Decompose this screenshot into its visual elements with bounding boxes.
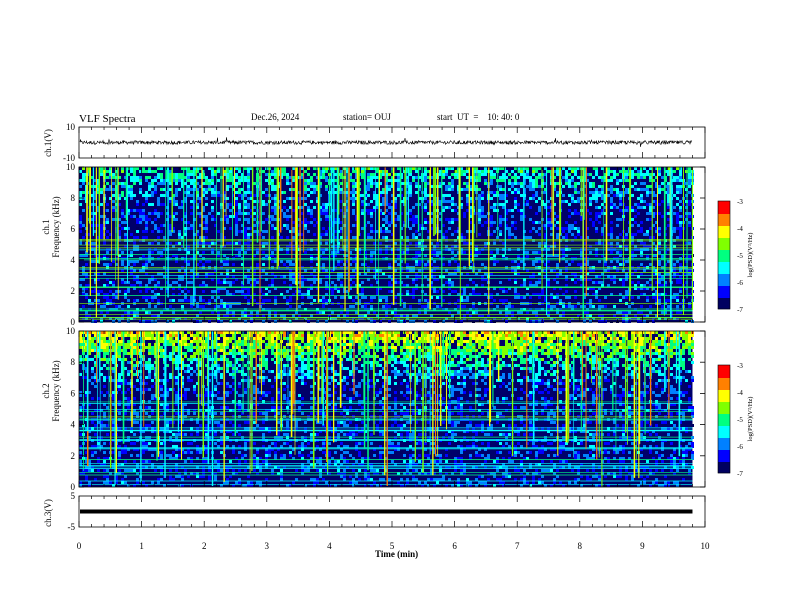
ch2-ylabel-line1: ch.2: [41, 383, 51, 399]
ch2-ytick-label: 10: [66, 326, 76, 336]
ch1-ytick-label: 2: [71, 286, 76, 296]
ch1-spectrogram: [79, 167, 730, 323]
ch3-waveform-ylabel: ch.3(V): [43, 499, 53, 527]
x-tick-label: 7: [515, 541, 520, 551]
ch2-ytick-label: 2: [71, 451, 76, 461]
x-tick-label: 4: [327, 541, 332, 551]
x-tick-label: 10: [701, 541, 711, 551]
x-tick-label: 3: [265, 541, 270, 551]
ch2-ytick-label: 6: [71, 388, 76, 398]
ch1-colorbar-tick: -3: [737, 198, 743, 206]
ch1-colorbar-label: log(PSD)(V²/Hz): [747, 233, 754, 278]
start-ut-label: start UT = 10: 40: 0: [437, 112, 520, 122]
station-label: station= OUJ: [343, 112, 391, 122]
ch2-ytick-label: 0: [71, 482, 76, 492]
x-tick-label: 9: [640, 541, 645, 551]
x-tick-label: 0: [77, 541, 82, 551]
ch1-colorbar-tick: -7: [737, 306, 743, 314]
ch2-colorbar-label: log(PSD)(V²/Hz): [747, 397, 754, 442]
x-axis-label: Time (min): [375, 549, 419, 559]
ch2-spectrogram: [79, 331, 730, 487]
ch1-ylabel-line1: ch.1: [41, 219, 51, 235]
ch3-waveform-ytick-label: 5: [71, 491, 76, 501]
x-tick-label: 1: [139, 541, 144, 551]
ch2-ytick-label: 8: [71, 357, 76, 367]
ch1-ytick-label: 10: [66, 162, 76, 172]
ch1-spectrogram-ylabel: ch.1 Frequency (kHz): [41, 172, 61, 282]
ch1-waveform-ytick-label: -10: [63, 153, 75, 163]
ch1-waveform-ylabel: ch.1(V): [43, 129, 53, 157]
ch2-colorbar-tick: -3: [737, 362, 743, 370]
ch3-waveform-ytick-label: -5: [68, 522, 76, 532]
ch1-colorbar: [717, 200, 731, 310]
date-label: Dec.26, 2024: [251, 112, 300, 122]
x-tick-label: 2: [202, 541, 207, 551]
ch2-colorbar: [717, 364, 731, 474]
ch1-colorbar-tick: -6: [737, 279, 743, 287]
ch1-ytick-label: 0: [71, 317, 76, 327]
x-tick-label: 6: [452, 541, 457, 551]
ch2-ylabel-line2: Frequency (kHz): [51, 360, 61, 422]
ch2-colorbar-tick: -6: [737, 443, 743, 451]
ch1-colorbar-tick: -4: [737, 225, 743, 233]
ch2-colorbar-tick: -7: [737, 470, 743, 478]
figure-title: VLF Spectra: [79, 113, 136, 125]
ch2-colorbar-tick: -4: [737, 389, 743, 397]
ch1-ylabel-line2: Frequency (kHz): [51, 196, 61, 258]
ch1-waveform-ytick-label: 10: [66, 122, 76, 132]
x-tick-label: 8: [578, 541, 583, 551]
ch1-waveform-trace: [79, 137, 693, 147]
ch1-ytick-label: 4: [71, 255, 76, 265]
ch2-colorbar-tick: -5: [737, 416, 743, 424]
ch1-colorbar-tick: -5: [737, 252, 743, 260]
ch1-ytick-label: 8: [71, 193, 76, 203]
ch1-ytick-label: 6: [71, 224, 76, 234]
ch2-ytick-label: 4: [71, 420, 76, 430]
x-tick-label: 5: [390, 541, 395, 551]
ch2-spectrogram-ylabel: ch.2 Frequency (kHz): [41, 336, 61, 446]
